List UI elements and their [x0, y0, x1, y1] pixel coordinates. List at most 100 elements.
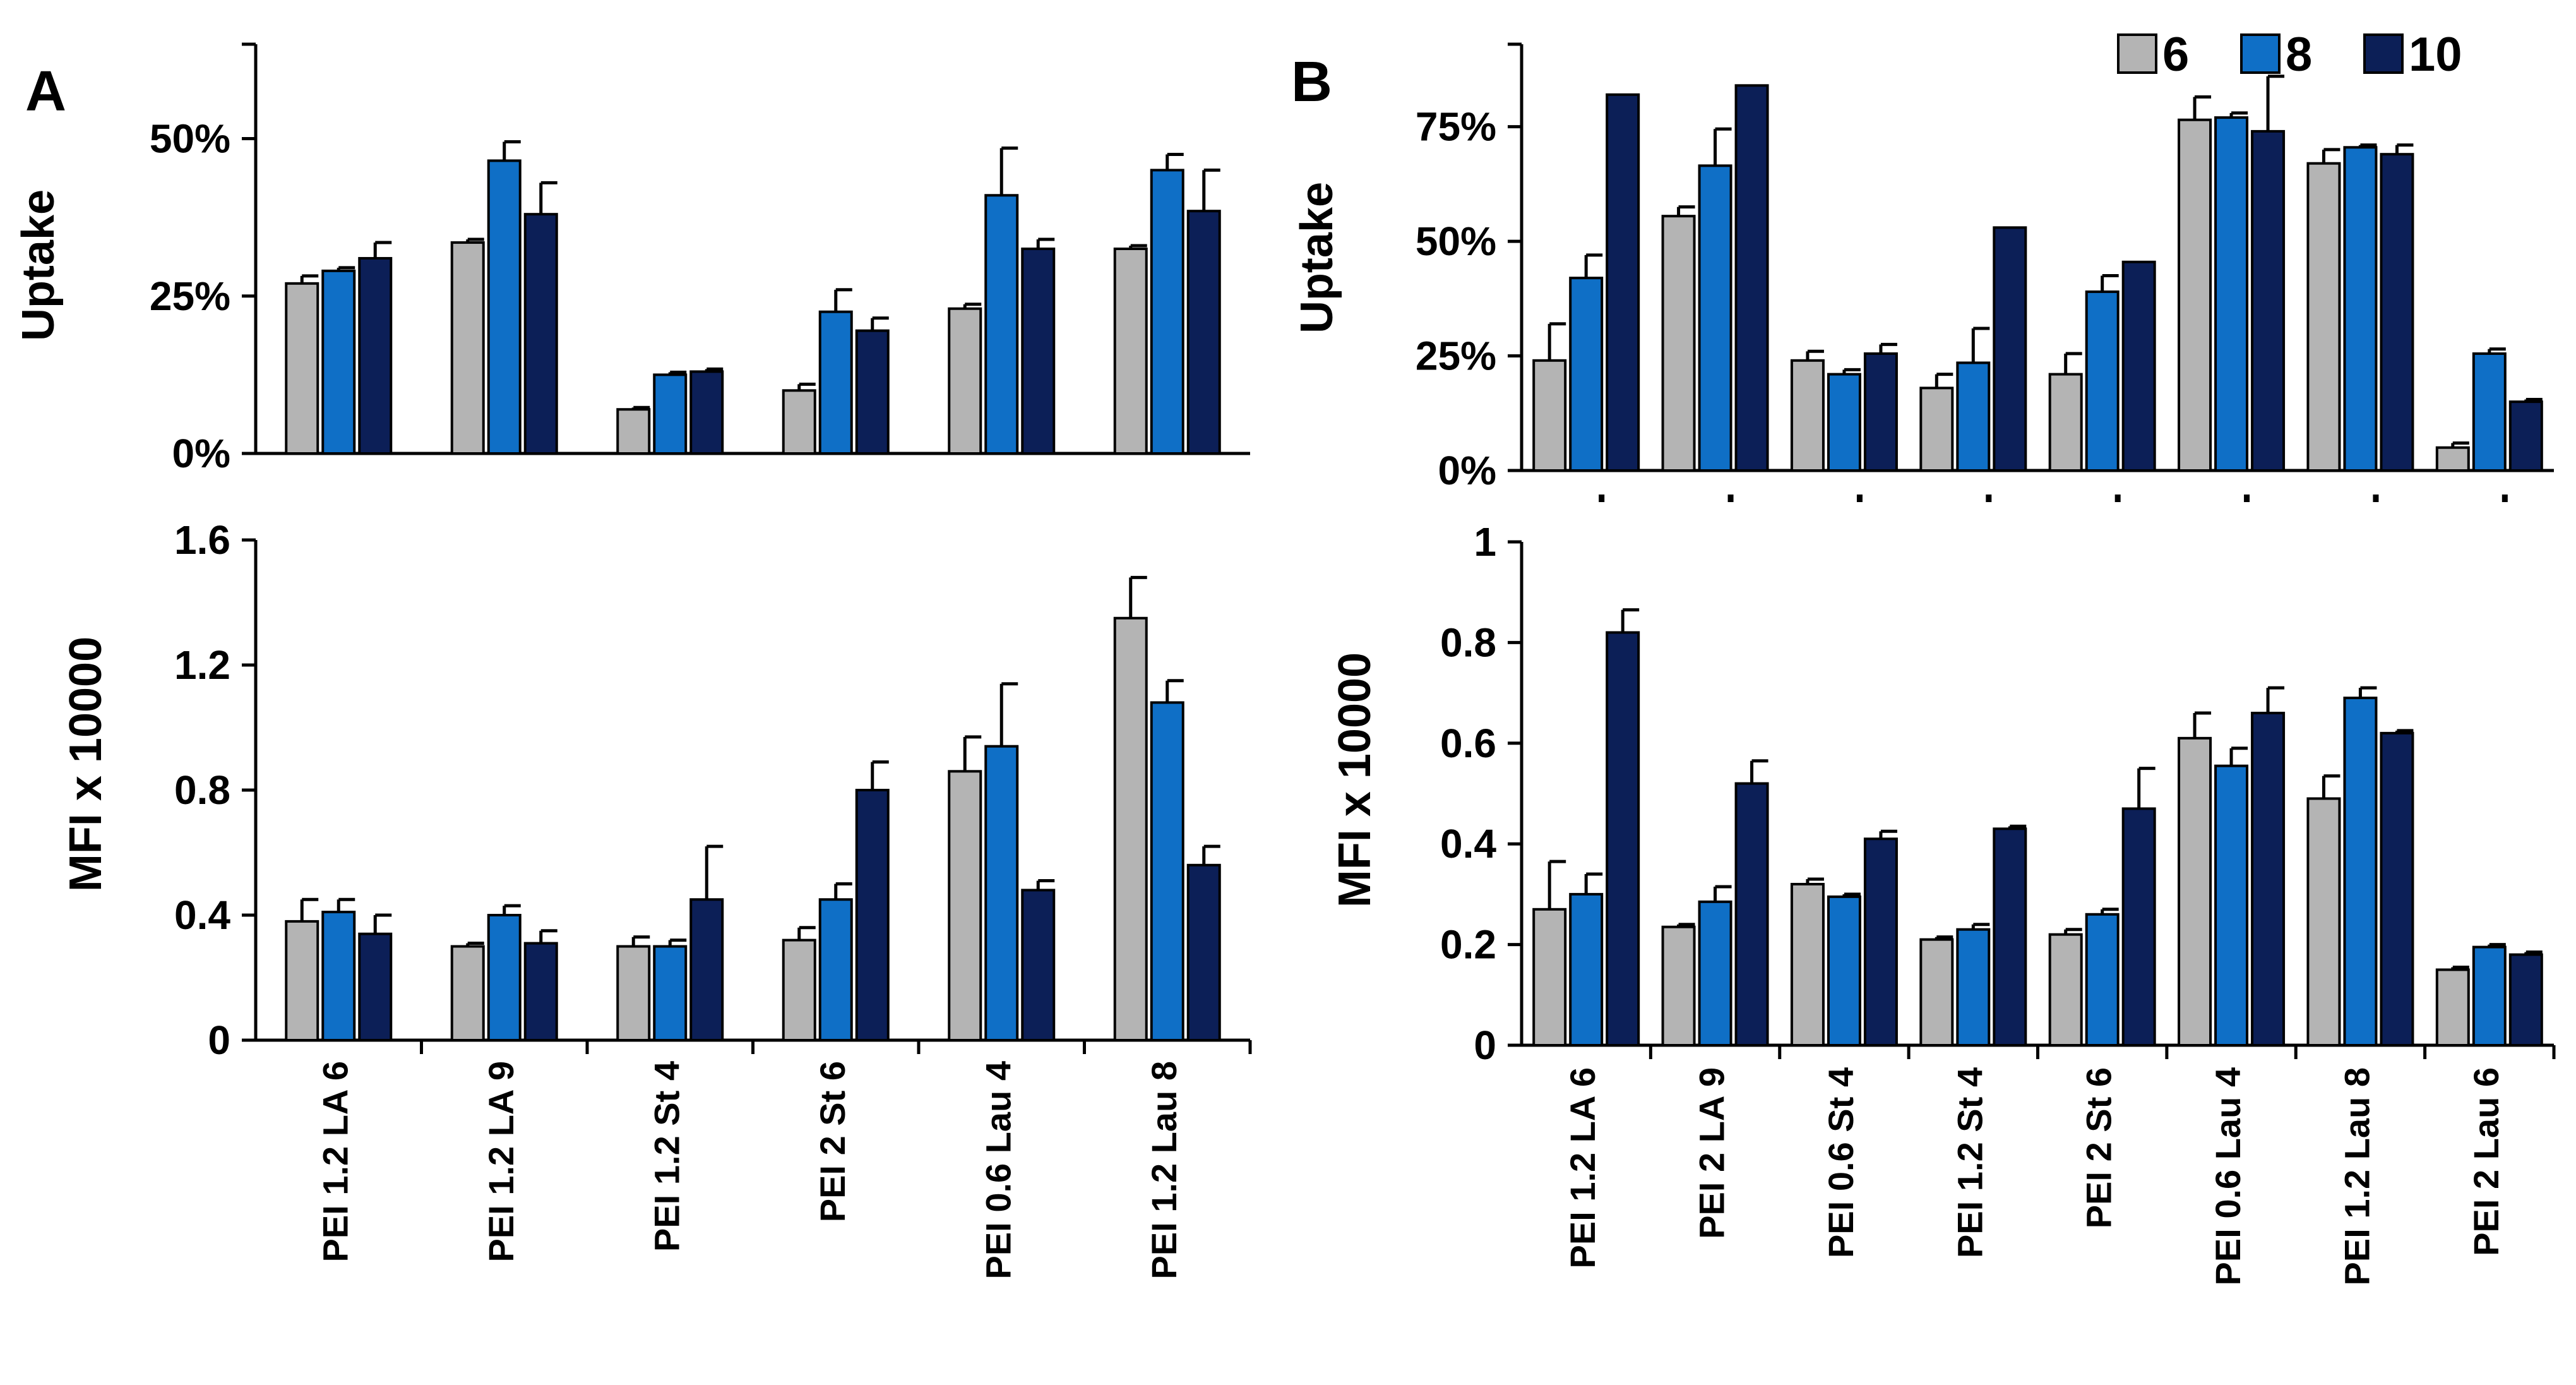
bar-10	[523, 213, 558, 455]
y-tick-label: 1.2	[174, 642, 230, 688]
x-category-label: PEI 0.6 St 4	[1821, 1067, 1861, 1258]
x-category-label: PEI 0.6 Lau 4	[2208, 1067, 2248, 1286]
bar-8	[1956, 361, 1991, 472]
panel-label-b: B	[1291, 51, 1332, 114]
bar-6	[1919, 387, 1954, 472]
bar-6	[948, 307, 982, 455]
bar-10	[358, 932, 393, 1041]
bar-8	[1698, 164, 1732, 472]
bar-6	[1919, 938, 1954, 1046]
bar-10	[523, 942, 558, 1042]
bar-6	[285, 282, 319, 455]
legend-label-10: 10	[2409, 28, 2462, 81]
bar-6	[285, 920, 319, 1042]
bar-6	[1532, 908, 1567, 1047]
x-category-label: PEI 2 St 6	[2079, 1067, 2119, 1228]
y-tick-label: 0.2	[1440, 922, 1496, 968]
y-tick-label: 0%	[172, 431, 231, 476]
bar-8	[2343, 146, 2378, 472]
y-tick-label: 0	[1474, 1022, 1496, 1068]
bar-10	[2251, 711, 2286, 1046]
bar-6	[2048, 373, 2083, 472]
bar-10	[1993, 226, 2027, 472]
bar-6	[782, 389, 816, 455]
bar-8	[2085, 913, 2120, 1047]
y-axis-label: Uptake	[13, 189, 64, 341]
panel-label-a: A	[25, 60, 66, 123]
bar-6	[948, 770, 982, 1042]
bar-10	[689, 370, 724, 455]
bar-10	[358, 256, 393, 455]
bar-6	[2178, 118, 2212, 472]
bar-8	[1569, 277, 1604, 472]
x-category-label: PEI 2 Lau 6	[2466, 1067, 2506, 1256]
bar-8	[2214, 116, 2249, 472]
bar-6	[1532, 359, 1567, 472]
y-tick-label: 0%	[1438, 448, 1497, 493]
bar-6	[2048, 933, 2083, 1047]
bar-10	[855, 329, 890, 455]
x-category-label: PEI 1.2 LA 6	[1563, 1067, 1602, 1269]
bar-8	[2472, 945, 2507, 1046]
bar-8	[2472, 352, 2507, 472]
bar-8	[984, 745, 1019, 1041]
bar-8	[321, 269, 356, 455]
y-tick-label: 25%	[150, 273, 230, 319]
bar-10	[1021, 248, 1056, 455]
bar-8	[653, 373, 688, 455]
legend: 6 8 10	[2117, 28, 2462, 81]
x-category-label: PEI 0.6 Lau 4	[978, 1061, 1018, 1280]
y-tick-label: 0.4	[1440, 821, 1496, 866]
y-tick-label: 0.4	[174, 892, 230, 938]
bar-10	[1863, 352, 1898, 472]
bar-6	[1113, 248, 1148, 455]
bar-8	[1827, 373, 1861, 472]
y-tick-label: 25%	[1416, 333, 1496, 379]
chart-b-uptake: Uptake 0% 25% 50% 75%	[1292, 42, 2554, 502]
y-tick-label: 0.8	[1440, 620, 1496, 665]
bar-10	[855, 789, 890, 1041]
x-category-label: PEI 2 LA 9	[1692, 1067, 1732, 1239]
y-axis-label: MFI x 10000	[61, 637, 111, 892]
category-dot	[2244, 495, 2250, 502]
bar-6	[450, 945, 485, 1041]
legend-label-8: 8	[2286, 28, 2312, 81]
bar-10	[2121, 807, 2156, 1047]
legend-label-6: 6	[2162, 28, 2189, 81]
y-tick-label: 0	[208, 1017, 230, 1063]
bar-8	[2085, 290, 2120, 472]
bar-6	[1661, 215, 1696, 472]
bar-8	[1827, 895, 1861, 1047]
y-tick-label: 1	[1474, 519, 1496, 565]
bar-10	[1734, 84, 1769, 472]
category-dot	[2114, 495, 2121, 502]
bar-8	[1698, 900, 1732, 1046]
x-category-label: PEI 1.2 LA 6	[315, 1061, 355, 1262]
category-dot	[2373, 495, 2379, 502]
bar-6	[2178, 736, 2212, 1046]
bar-8	[321, 911, 356, 1042]
bar-6	[1790, 882, 1825, 1046]
bar-8	[653, 945, 688, 1041]
bar-10	[1186, 210, 1221, 455]
category-dot	[1986, 495, 1992, 502]
bar-6	[450, 241, 485, 455]
chart-b-mfi: MFI x 10000 0 0.2 0.4 0.6 0.8 1 PEI 1.2 LA 6 PEI…	[1330, 519, 2556, 1286]
bar-6	[616, 945, 651, 1041]
x-category-label: PEI 2 St 6	[813, 1061, 852, 1222]
x-category-label: PEI 1.2 LA 9	[481, 1061, 521, 1262]
x-category-label: PEI 1.2 St 4	[647, 1061, 686, 1252]
bar-6	[1790, 359, 1825, 472]
bar-6	[2435, 446, 2470, 472]
bar-10	[1186, 863, 1221, 1042]
bar-8	[2343, 697, 2378, 1046]
y-tick-label: 0.6	[1440, 721, 1496, 766]
y-tick-label: 0.8	[174, 767, 230, 813]
bar-8	[818, 898, 853, 1041]
y-tick-label: 50%	[150, 116, 230, 162]
bar-8	[984, 194, 1019, 455]
bar-10	[1606, 631, 1640, 1046]
bar-10	[1993, 827, 2027, 1047]
